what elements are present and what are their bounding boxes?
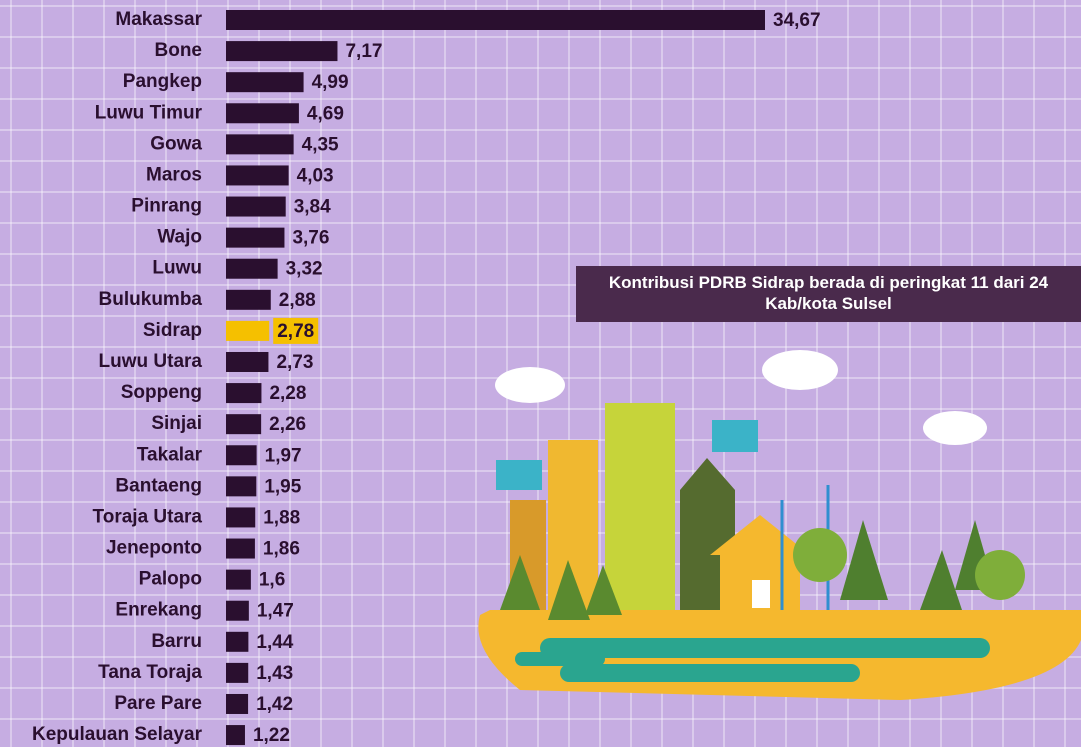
- category-label: Palopo: [139, 569, 202, 590]
- value-label: 1,43: [256, 663, 293, 684]
- page: Makassar 34,67 Bone 7,17 Pangkep 4,99 Luwu Tim…: [0, 0, 1081, 747]
- category-label: Jeneponto: [106, 538, 202, 559]
- category-label: Luwu Utara: [99, 351, 203, 372]
- category-label: Soppeng: [121, 382, 202, 403]
- category-label: Bone: [155, 40, 203, 61]
- bar: [226, 352, 268, 372]
- bar: [226, 725, 245, 745]
- category-label: Luwu Timur: [95, 102, 203, 123]
- value-label: 7,17: [345, 41, 382, 62]
- category-label: Tana Toraja: [98, 662, 202, 683]
- category-label: Takalar: [137, 444, 203, 465]
- annotation: Kontribusi PDRB Sidrap berada di peringk…: [576, 266, 1081, 322]
- category-label: Gowa: [150, 133, 202, 154]
- bar: [226, 134, 294, 154]
- value-label: 3,84: [294, 197, 331, 218]
- bar: [226, 507, 255, 527]
- category-label: Wajo: [157, 227, 202, 248]
- bar: [226, 694, 248, 714]
- value-label: 2,88: [279, 290, 316, 311]
- category-label: Barru: [151, 631, 202, 652]
- value-label: 1,95: [264, 476, 301, 497]
- bar: [226, 663, 248, 683]
- bar: [226, 72, 304, 92]
- value-label: 1,44: [256, 632, 293, 653]
- bar: [226, 445, 257, 465]
- illustration: [478, 350, 1081, 700]
- value-label: 4,69: [307, 103, 344, 124]
- chart: Makassar 34,67 Bone 7,17 Pangkep 4,99 Luwu Tim…: [0, 0, 1081, 747]
- category-label: Sidrap: [143, 320, 202, 341]
- bar: [226, 41, 337, 61]
- category-label: Makassar: [115, 9, 202, 30]
- bar: [226, 632, 248, 652]
- value-label: 1,86: [263, 539, 300, 560]
- bar: [226, 228, 284, 248]
- value-label: 34,67: [773, 10, 821, 31]
- bar: [226, 103, 299, 123]
- value-label: 2,28: [269, 383, 306, 404]
- category-label: Pinrang: [131, 196, 202, 217]
- value-label: 1,22: [253, 725, 290, 746]
- category-label: Enrekang: [115, 600, 202, 621]
- bar: [226, 476, 256, 496]
- bar: [226, 165, 289, 185]
- value-label: 1,6: [259, 570, 285, 591]
- bar: [226, 539, 255, 559]
- category-label: Luwu: [152, 258, 202, 279]
- category-label: Sinjai: [151, 413, 202, 434]
- value-label: 4,03: [297, 165, 334, 186]
- bar: [226, 570, 251, 590]
- category-label: Pangkep: [123, 71, 202, 92]
- value-label: 1,42: [256, 694, 293, 715]
- value-label: 4,35: [302, 134, 339, 155]
- value-label: 1,47: [257, 601, 294, 622]
- bar: [226, 197, 286, 217]
- bar: [226, 10, 765, 30]
- bar: [226, 321, 269, 341]
- category-label: Bulukumba: [99, 289, 203, 310]
- value-label: 3,76: [292, 228, 329, 249]
- value-label: 1,88: [263, 507, 300, 528]
- value-label: 2,26: [269, 414, 306, 435]
- value-label: 2,78: [277, 321, 314, 342]
- value-label: 3,32: [286, 259, 323, 280]
- category-label: Bantaeng: [115, 475, 202, 496]
- bar: [226, 414, 261, 434]
- value-label: 4,99: [312, 72, 349, 93]
- value-label: 2,73: [276, 352, 313, 373]
- category-label: Maros: [146, 164, 202, 185]
- bar: [226, 290, 271, 310]
- category-label: Kepulauan Selayar: [32, 724, 203, 745]
- category-label: Pare Pare: [114, 693, 202, 714]
- bar: [226, 259, 278, 279]
- bar: [226, 383, 261, 403]
- bar: [226, 601, 249, 621]
- value-label: 1,97: [265, 445, 302, 466]
- category-label: Toraja Utara: [93, 506, 203, 527]
